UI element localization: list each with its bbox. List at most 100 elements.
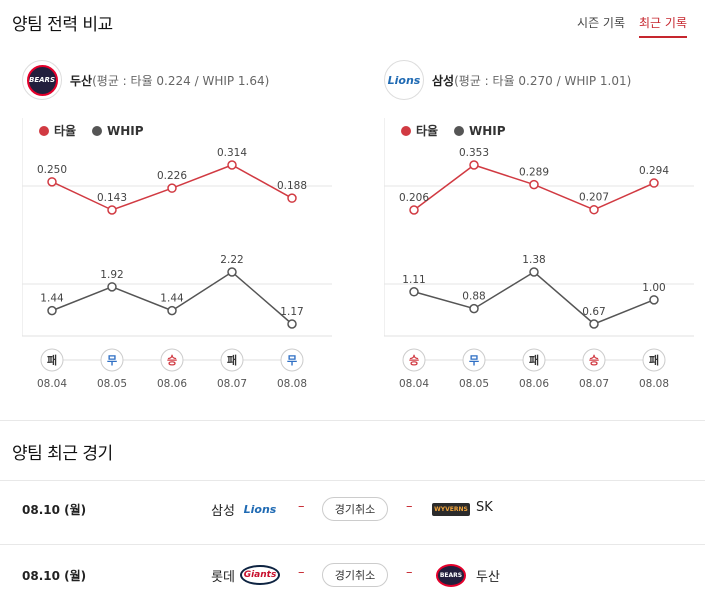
data-label-avg: 0.314 <box>217 147 247 159</box>
data-label-avg: 0.143 <box>97 192 127 204</box>
x-tick-label: 08.07 <box>217 378 247 390</box>
data-label-avg: 0.207 <box>579 192 609 204</box>
team-header-samsung: Lions 삼성 (평균 : 타율 0.270 / WHIP 1.01) <box>384 60 631 100</box>
home-team-name: 삼성 <box>211 504 235 519</box>
record-tabs: 시즌 기록 최근 기록 <box>577 14 687 38</box>
point-avg <box>227 160 237 170</box>
result-badge <box>100 348 124 372</box>
result-badge <box>280 348 304 372</box>
point-avg <box>409 205 419 215</box>
data-label-whip: 1.44 <box>40 293 64 305</box>
data-label-avg: 0.206 <box>399 192 429 204</box>
game-row[interactable]: 08.10 (월) 삼성 Lions – 경기취소 – WYVERNS SK <box>0 481 705 541</box>
x-tick-label: 08.05 <box>459 378 489 390</box>
result-label: 무 <box>287 354 297 367</box>
result-label: 무 <box>107 354 117 367</box>
data-label-whip: 1.00 <box>642 282 665 294</box>
point-whip <box>589 319 599 329</box>
data-label-avg: 0.353 <box>459 147 489 159</box>
legend-whip-label: WHIP <box>107 124 144 138</box>
team-average-stat: (평균 : 타율 0.270 / WHIP 1.01) <box>454 73 632 88</box>
result-label: 승 <box>409 354 419 367</box>
x-tick-label: 08.06 <box>157 378 187 390</box>
score-dash: – <box>298 565 305 580</box>
result-label: 승 <box>589 354 599 367</box>
point-whip <box>107 282 117 292</box>
legend-whip-marker <box>92 126 102 136</box>
home-team-name: 롯데 <box>211 570 235 585</box>
game-row[interactable]: 08.10 (월) 롯데 Giants – 경기취소 – BEARS 두산 <box>0 547 705 605</box>
point-whip <box>287 319 297 329</box>
data-label-whip: 2.22 <box>220 254 243 266</box>
data-label-avg: 0.226 <box>157 170 187 182</box>
doosan-logo: BEARS <box>22 60 62 100</box>
game-status-badge: 경기취소 <box>322 497 388 521</box>
result-badge <box>462 348 486 372</box>
x-tick-label: 08.06 <box>519 378 549 390</box>
x-tick-label: 08.08 <box>277 378 307 390</box>
row-divider <box>0 544 705 545</box>
legend-avg-label: 타율 <box>54 123 76 138</box>
data-label-avg: 0.289 <box>519 167 549 179</box>
point-whip <box>409 287 419 297</box>
x-tick-label: 08.05 <box>97 378 127 390</box>
point-avg <box>469 160 479 170</box>
x-tick-label: 08.04 <box>37 378 67 390</box>
point-avg <box>107 205 117 215</box>
tab-season-record[interactable]: 시즌 기록 <box>577 16 626 30</box>
result-badge <box>582 348 606 372</box>
legend-avg-marker <box>401 126 411 136</box>
data-label-whip: 0.67 <box>582 306 605 318</box>
point-avg <box>529 179 539 190</box>
result-label: 승 <box>167 354 177 367</box>
game-date: 08.10 (월) <box>22 569 87 583</box>
result-label: 무 <box>469 354 479 367</box>
point-whip <box>469 303 479 314</box>
data-label-whip: 1.44 <box>160 293 184 305</box>
legend-whip-label: WHIP <box>469 124 506 138</box>
giants-logo: Giants <box>239 561 281 589</box>
result-badge <box>642 348 666 372</box>
legend-whip-marker <box>454 126 464 136</box>
wyverns-logo: WYVERNS <box>432 495 470 523</box>
section-title-recent-games: 양팀 최근 경기 <box>12 444 113 464</box>
result-badge <box>160 348 184 372</box>
data-label-whip: 0.88 <box>462 291 485 303</box>
team-header-doosan: BEARS 두산 (평균 : 타율 0.224 / WHIP 1.64) <box>22 60 269 100</box>
data-label-whip: 1.92 <box>100 269 123 281</box>
legend-avg-label: 타율 <box>416 123 438 138</box>
legend-avg-marker <box>39 126 49 136</box>
team-average-stat: (평균 : 타율 0.224 / WHIP 1.64) <box>92 73 270 88</box>
point-whip <box>227 267 237 277</box>
point-whip <box>167 305 177 316</box>
x-tick-label: 08.08 <box>639 378 669 390</box>
result-badge <box>40 348 64 372</box>
doosan-recent-chart: 타율 WHIP 0.250 0.143 0.226 0.314 0.188 1.44 1.92 1… <box>22 118 332 390</box>
point-avg <box>47 177 57 187</box>
bears-logo: BEARS <box>433 561 469 589</box>
game-status-badge: 경기취소 <box>322 563 388 587</box>
series-line-whip <box>413 271 655 325</box>
x-tick-label: 08.04 <box>399 378 429 390</box>
away-team-name: SK <box>476 500 493 515</box>
team-name: 삼성 <box>432 73 455 88</box>
data-label-whip: 1.38 <box>522 254 545 266</box>
x-tick-label: 08.07 <box>579 378 609 390</box>
samsung-logo: Lions <box>384 60 424 100</box>
data-label-whip: 1.11 <box>402 274 425 286</box>
game-date: 08.10 (월) <box>22 503 87 517</box>
section-title-comparison: 양팀 전력 비교 <box>12 15 113 35</box>
result-label: 패 <box>649 353 659 367</box>
tab-recent-record[interactable]: 최근 기록 <box>639 14 687 38</box>
result-label: 패 <box>227 353 237 367</box>
result-badge <box>220 348 244 372</box>
section-divider <box>0 420 705 421</box>
data-label-whip: 1.17 <box>280 306 303 318</box>
point-avg <box>167 183 177 193</box>
point-avg <box>287 193 297 203</box>
result-label: 패 <box>529 353 539 367</box>
score-dash: – <box>406 499 413 514</box>
result-badge <box>522 348 546 372</box>
lions-logo: Lions <box>243 502 277 516</box>
